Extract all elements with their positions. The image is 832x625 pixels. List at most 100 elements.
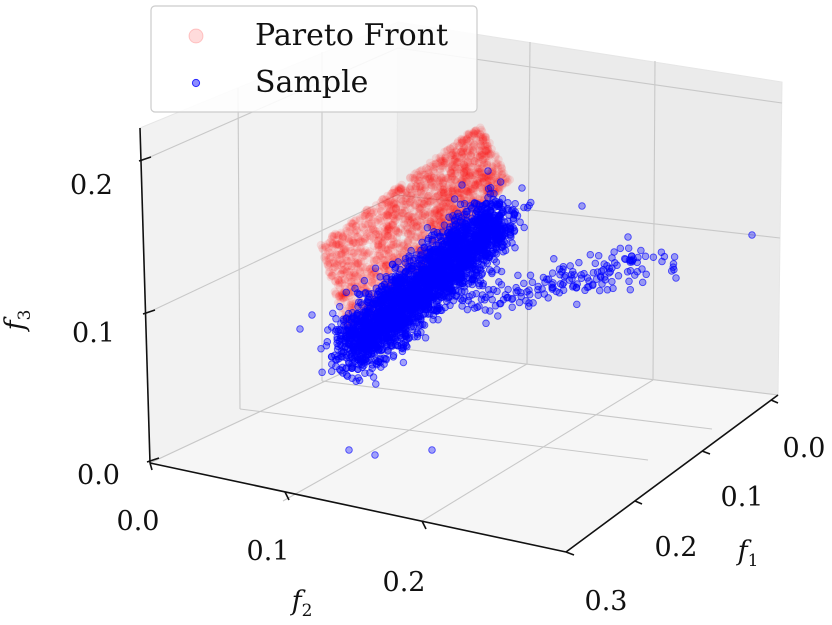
pareto-point [332,240,342,249]
pareto-point [444,193,453,203]
pareto-point [412,217,422,226]
pareto-point [426,208,435,217]
pareto-point [375,262,384,271]
pareto-point [388,221,397,231]
pareto-point [367,272,376,281]
pareto-point [337,259,346,268]
gridline-f1 [421,379,654,522]
pareto-point [419,199,429,209]
pareto-point [438,205,447,215]
pareto-point [337,310,347,319]
pareto-point [453,157,463,167]
pareto-point [328,239,337,249]
pareto-point [399,200,408,209]
pareto-point [446,151,456,160]
sample-point [450,195,459,203]
pareto-point [328,232,337,241]
pareto-point [459,160,469,170]
pareto-point [475,129,485,138]
pareto-point [441,198,451,207]
pareto-point [442,176,451,185]
pareto-point [412,223,421,232]
sample-point [423,295,432,303]
sample-point [550,255,558,263]
sample-point [525,299,533,307]
pareto-point [362,229,371,238]
pareto-point [367,267,376,277]
pareto-point [415,199,424,208]
sample-point [638,265,646,273]
pareto-point [341,246,350,255]
pareto-point [422,198,432,208]
pareto-point [425,209,435,218]
pareto-point [417,186,426,195]
pareto-point [390,210,399,219]
pareto-point [466,195,476,204]
pareto-point [403,243,412,252]
pareto-point [430,206,439,215]
sample-point [649,253,658,261]
sample-point [347,326,356,335]
sample-point [575,258,583,267]
pareto-point [380,263,389,272]
pareto-point [391,205,401,214]
pareto-point [406,173,415,182]
pareto-point [484,173,493,182]
sample-point [589,280,597,289]
sample-point [544,294,552,302]
sample-point [573,300,581,309]
pareto-point [457,138,466,148]
pareto-point [398,239,407,248]
sample-point [371,264,380,273]
sample-point [430,306,439,314]
sample-point [342,288,351,297]
pareto-point [421,176,430,185]
pareto-point [411,232,421,241]
pareto-point [448,165,457,174]
pareto-point [429,160,438,169]
pareto-point [437,217,447,226]
pareto-point [332,254,341,264]
pareto-point [468,131,477,140]
sample-point [414,330,422,338]
pareto-point [346,222,355,231]
pareto-point [342,229,352,238]
pareto-point [361,265,370,274]
pareto-point [423,211,432,220]
sample-point [544,275,553,283]
pareto-point [331,290,340,299]
sample-point [460,199,469,208]
pareto-point [494,155,503,164]
pareto-point [463,180,472,189]
pareto-point [450,205,459,214]
pareto-point [383,232,393,241]
sample-point [380,281,389,289]
sample-point [451,216,459,224]
sample-point [461,272,469,281]
pareto-point [477,170,486,179]
legend-label-pareto-front: Pareto Front [255,18,448,53]
sample-point [462,207,470,216]
sample-point [660,252,669,261]
pareto-point [372,255,381,265]
pareto-point [461,186,471,195]
sample-point [504,285,512,294]
sample-point [419,320,427,329]
pareto-point [453,139,462,148]
f1-tick-label: 0.0 [783,433,826,464]
pareto-point [391,226,401,235]
pareto-point [320,253,329,262]
pareto-point [350,229,359,238]
sample-point [614,272,623,280]
pareto-point [438,214,448,223]
pareto-point [465,146,475,155]
pareto-point [398,248,407,257]
pareto-point [390,185,399,194]
sample-point [345,446,353,454]
pareto-point [472,136,481,145]
pareto-point [426,217,436,227]
pareto-point [479,141,488,150]
pareto-point [460,143,469,153]
pareto-point [399,241,408,251]
pareto-point [437,214,447,224]
